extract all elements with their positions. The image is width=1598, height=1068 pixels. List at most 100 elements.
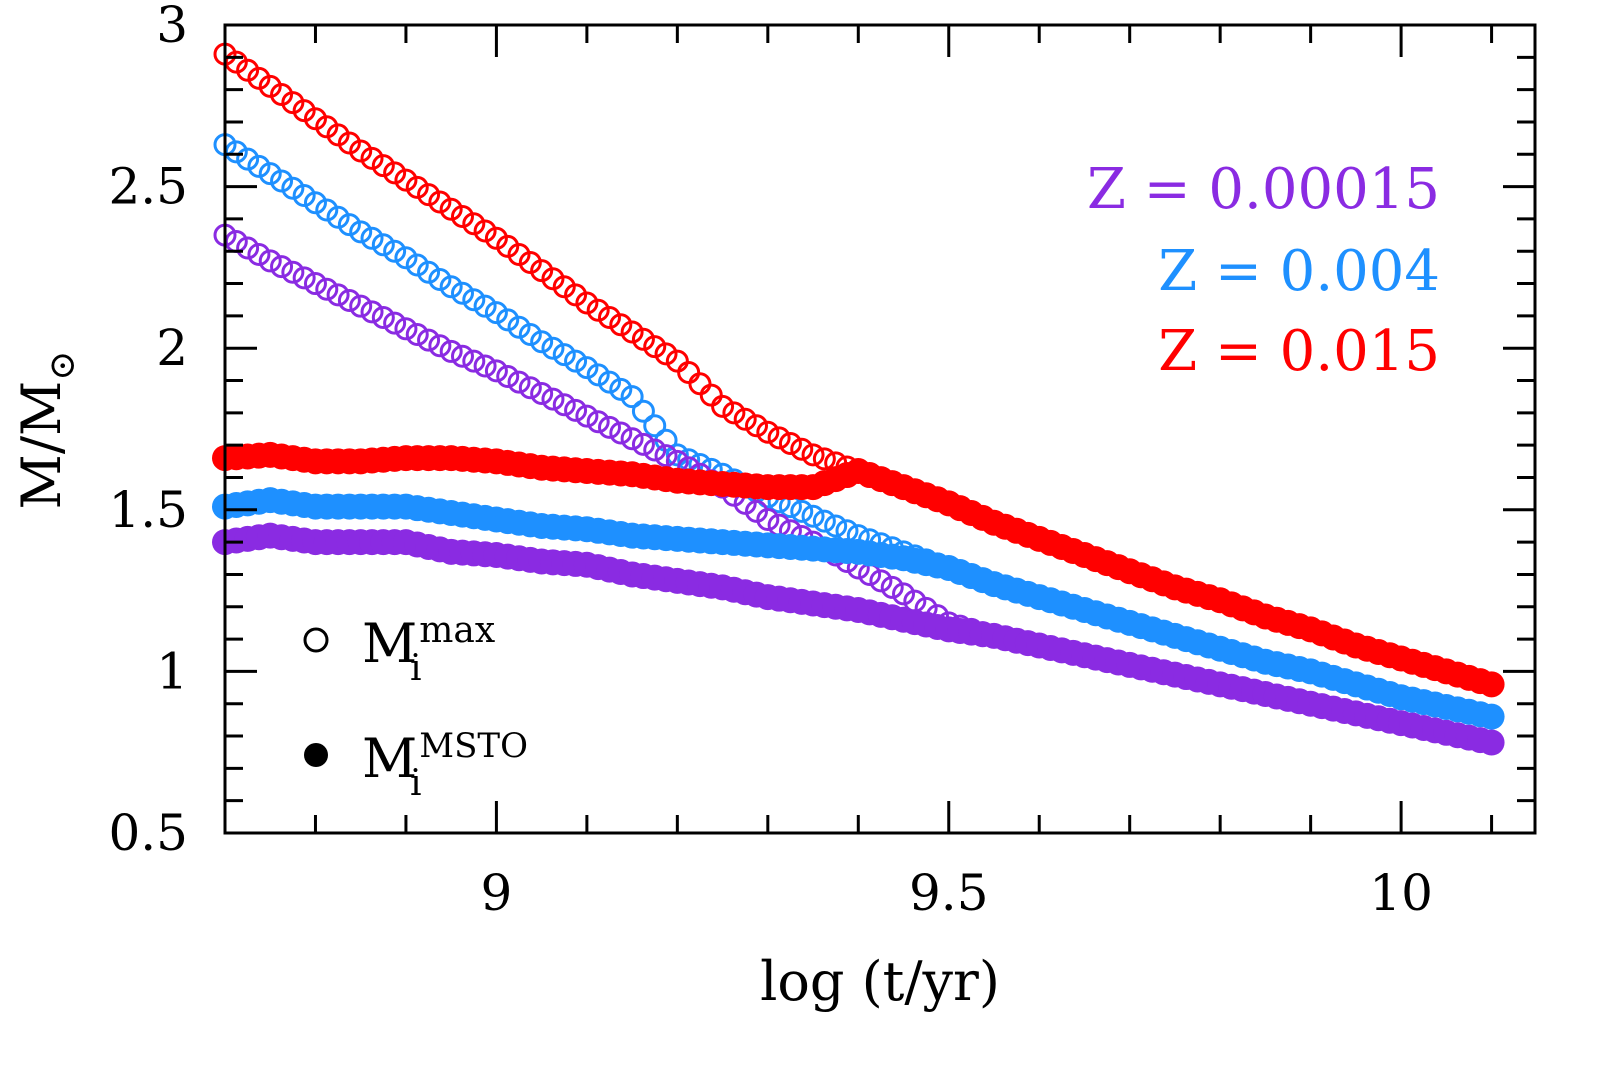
data-point bbox=[575, 356, 599, 380]
data-point bbox=[620, 320, 644, 344]
data-point-interp bbox=[631, 327, 655, 351]
data-point-interp bbox=[597, 370, 621, 394]
data-point-interp bbox=[326, 283, 350, 307]
data-point-interp bbox=[767, 426, 791, 450]
data-point-interp bbox=[507, 370, 531, 394]
data-point-interp bbox=[790, 499, 814, 523]
data-point-interp bbox=[552, 393, 576, 417]
data-point-interp bbox=[360, 226, 384, 250]
x-tick-label: 9.5 bbox=[909, 864, 989, 922]
data-point bbox=[620, 385, 644, 409]
data-point-interp bbox=[643, 335, 667, 359]
data-point-interp bbox=[824, 514, 848, 538]
data-point-interp bbox=[473, 294, 497, 318]
data-point-interp bbox=[371, 305, 395, 329]
data-point-interp bbox=[236, 236, 260, 260]
plot-frame bbox=[223, 23, 1537, 835]
data-point-interp bbox=[643, 414, 667, 438]
data-point-interp bbox=[778, 432, 802, 456]
metallicity-legend: Z = 0.00015 Z = 0.004 Z = 0.015 bbox=[1087, 157, 1440, 384]
data-point bbox=[439, 339, 463, 363]
data-point-interp bbox=[507, 315, 531, 339]
data-point bbox=[484, 301, 508, 325]
data-point bbox=[575, 404, 599, 428]
data-point-interp bbox=[586, 410, 610, 434]
data-point-interp bbox=[541, 387, 565, 411]
data-point-interp bbox=[281, 176, 305, 200]
open-circle-marker-icon bbox=[303, 627, 329, 653]
filled-circle-marker-icon bbox=[304, 743, 328, 767]
data-point-interp bbox=[383, 311, 407, 335]
marker-legend: Mmax i MMSTO i bbox=[303, 610, 528, 804]
data-marks bbox=[212, 42, 1505, 756]
data-point-interp bbox=[564, 349, 588, 373]
data-point-interp bbox=[405, 175, 429, 199]
data-point-interp bbox=[360, 300, 384, 324]
data-point bbox=[303, 272, 327, 296]
data-point bbox=[303, 191, 327, 215]
data-point bbox=[756, 420, 780, 444]
y-tick-label: 2 bbox=[156, 319, 188, 377]
data-point-interp bbox=[631, 432, 655, 456]
data-point-interp bbox=[450, 204, 474, 228]
data-point bbox=[892, 582, 916, 606]
data-point-interp bbox=[790, 437, 814, 461]
x-axis-label: log (t/yr) bbox=[760, 950, 1000, 1013]
data-point-interp bbox=[450, 281, 474, 305]
x-tick-label: 10 bbox=[1369, 864, 1433, 922]
data-point-interp bbox=[247, 242, 271, 266]
data-point-interp bbox=[518, 376, 542, 400]
data-point-interp bbox=[417, 328, 441, 352]
y-tick-label: 3 bbox=[156, 0, 188, 54]
legend-z-00015: Z = 0.00015 bbox=[1087, 157, 1440, 222]
data-point bbox=[1478, 729, 1505, 756]
data-point-interp bbox=[360, 146, 384, 170]
data-point-interp bbox=[609, 421, 633, 445]
data-point bbox=[394, 168, 418, 192]
data-point bbox=[258, 249, 282, 273]
data-point-interp bbox=[326, 205, 350, 229]
data-point-interp bbox=[292, 266, 316, 290]
legend-z-0015: Z = 0.015 bbox=[1158, 319, 1440, 384]
legend-mmsto: MMSTO i bbox=[362, 726, 528, 804]
y-tick-label: 2.5 bbox=[108, 158, 188, 216]
data-point-interp bbox=[428, 268, 452, 292]
data-point-interp bbox=[643, 438, 667, 462]
data-point-interp bbox=[597, 415, 621, 439]
data-point-interp bbox=[631, 399, 655, 423]
x-tick-label: 9 bbox=[481, 864, 513, 922]
data-point-interp bbox=[337, 289, 361, 313]
data-point-interp bbox=[337, 213, 361, 237]
data-point-interp bbox=[405, 322, 429, 346]
data-point bbox=[439, 197, 463, 221]
data-point bbox=[1478, 671, 1505, 698]
data-point bbox=[530, 381, 554, 405]
data-point-interp bbox=[417, 260, 441, 284]
data-point-interp bbox=[518, 322, 542, 346]
data-point-interp bbox=[473, 354, 497, 378]
data-point-interp bbox=[462, 212, 486, 236]
data-point-interp bbox=[869, 569, 893, 593]
data-point-interp bbox=[745, 414, 769, 438]
data-point-interp bbox=[450, 344, 474, 368]
data-point-interp bbox=[564, 398, 588, 422]
data-point bbox=[349, 139, 373, 163]
data-point-interp bbox=[586, 298, 610, 322]
data-point bbox=[711, 394, 735, 418]
data-point-interp bbox=[417, 183, 441, 207]
data-point bbox=[620, 427, 644, 451]
data-point-interp bbox=[677, 360, 701, 384]
data-point-interp bbox=[609, 313, 633, 337]
data-point bbox=[394, 246, 418, 270]
data-point-interp bbox=[552, 343, 576, 367]
y-axis-label-group: M/M⊙ bbox=[10, 351, 83, 510]
series-MSTO-z0.015 bbox=[212, 441, 1505, 698]
data-point bbox=[394, 317, 418, 341]
data-point-interp bbox=[880, 575, 904, 599]
series-MSTO-z0.00015 bbox=[212, 522, 1505, 756]
data-point-interp bbox=[428, 334, 452, 358]
data-point-interp bbox=[496, 308, 520, 332]
data-point bbox=[484, 359, 508, 383]
data-point-interp bbox=[597, 305, 621, 329]
